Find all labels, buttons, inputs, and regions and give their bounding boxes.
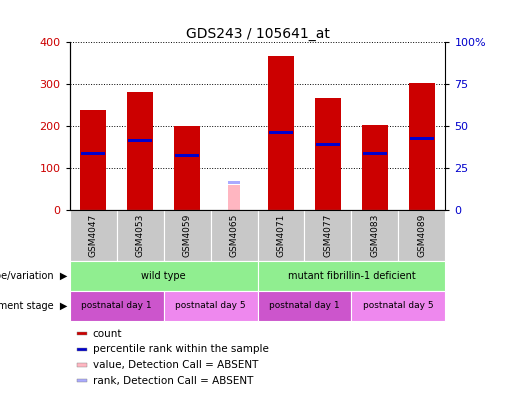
Bar [77, 332, 87, 335]
Bar [399, 210, 445, 261]
Bar [70, 291, 164, 321]
Text: postnatal day 1: postnatal day 1 [81, 301, 152, 310]
Bar [77, 379, 87, 382]
Bar [70, 261, 258, 291]
Text: GSM4065: GSM4065 [230, 214, 238, 257]
Text: count: count [93, 329, 123, 339]
Bar [127, 91, 153, 210]
Text: genotype/variation  ▶: genotype/variation ▶ [0, 271, 67, 281]
Bar [268, 56, 294, 210]
Bar [128, 139, 152, 142]
Text: wild type: wild type [141, 271, 186, 281]
Bar [164, 291, 258, 321]
Bar [409, 83, 435, 210]
Text: GSM4083: GSM4083 [370, 214, 380, 257]
Bar [316, 143, 340, 146]
Bar [363, 152, 387, 154]
Text: mutant fibrillin-1 deficient: mutant fibrillin-1 deficient [287, 271, 416, 281]
Bar [164, 210, 211, 261]
Text: value, Detection Call = ABSENT: value, Detection Call = ABSENT [93, 360, 258, 370]
Bar [304, 210, 352, 261]
Text: GSM4053: GSM4053 [135, 214, 145, 257]
Bar [352, 291, 445, 321]
Bar [228, 181, 240, 184]
Text: GSM4059: GSM4059 [182, 214, 192, 257]
Text: GSM4089: GSM4089 [418, 214, 426, 257]
Text: GSM4047: GSM4047 [89, 214, 97, 257]
Text: GSM4077: GSM4077 [323, 214, 333, 257]
Text: rank, Detection Call = ABSENT: rank, Detection Call = ABSENT [93, 376, 253, 386]
Text: postnatal day 1: postnatal day 1 [269, 301, 340, 310]
Text: development stage  ▶: development stage ▶ [0, 301, 67, 311]
Bar [77, 364, 87, 367]
Bar [315, 98, 341, 210]
Bar [77, 348, 87, 351]
Bar [228, 185, 241, 210]
Bar [258, 261, 445, 291]
Text: GSM4071: GSM4071 [277, 214, 285, 257]
Bar [258, 210, 304, 261]
Bar [352, 210, 399, 261]
Bar [116, 210, 164, 261]
Bar [175, 154, 199, 157]
Text: postnatal day 5: postnatal day 5 [363, 301, 434, 310]
Bar [211, 210, 258, 261]
Bar [70, 210, 116, 261]
Bar [269, 131, 293, 133]
Bar [258, 291, 352, 321]
Text: postnatal day 5: postnatal day 5 [175, 301, 246, 310]
Text: percentile rank within the sample: percentile rank within the sample [93, 344, 269, 354]
Bar [81, 152, 105, 154]
Bar [80, 110, 106, 210]
Bar [174, 126, 200, 210]
Bar [362, 125, 388, 210]
Title: GDS243 / 105641_at: GDS243 / 105641_at [185, 27, 330, 40]
Bar [410, 137, 434, 140]
